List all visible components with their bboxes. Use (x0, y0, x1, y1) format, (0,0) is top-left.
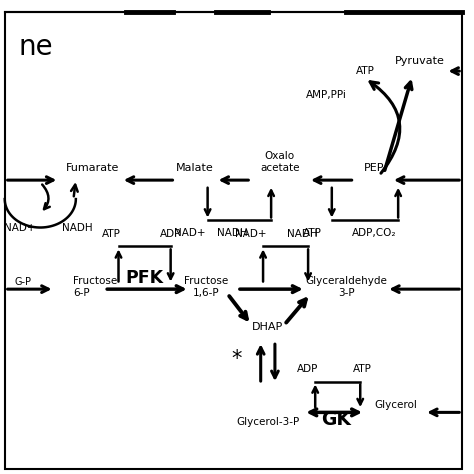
Text: NADH: NADH (287, 229, 318, 239)
Text: ADP,CO₂: ADP,CO₂ (352, 228, 397, 237)
Text: *: * (232, 349, 242, 369)
Text: NAD+: NAD+ (4, 223, 36, 233)
Text: PEP: PEP (364, 163, 385, 173)
Text: NADH: NADH (217, 228, 247, 237)
FancyBboxPatch shape (5, 12, 462, 469)
Text: ADP: ADP (160, 229, 182, 239)
Text: DHAP: DHAP (252, 322, 283, 332)
Text: ATP: ATP (356, 66, 374, 76)
Text: Glycerol: Glycerol (374, 400, 417, 410)
Text: ne: ne (19, 33, 54, 62)
Text: Fumarate: Fumarate (66, 163, 119, 173)
Text: Fructose
6-P: Fructose 6-P (73, 276, 118, 298)
Text: ATP: ATP (102, 229, 121, 239)
Text: NAD+: NAD+ (235, 229, 266, 239)
Text: NADH: NADH (62, 223, 92, 233)
Text: PFK: PFK (126, 269, 164, 287)
Text: Glycerol-3-P: Glycerol-3-P (236, 417, 300, 427)
Text: Oxalo
acetate: Oxalo acetate (260, 151, 300, 173)
Text: GK: GK (321, 410, 352, 429)
Text: ATP: ATP (353, 365, 372, 374)
Text: Malate: Malate (175, 163, 213, 173)
Text: AMP,PPi: AMP,PPi (306, 90, 346, 100)
Text: NAD+: NAD+ (174, 228, 205, 237)
Text: ATP: ATP (303, 228, 322, 237)
Text: ADP: ADP (297, 365, 319, 374)
Text: Glyceraldehyde
3-P: Glyceraldehyde 3-P (305, 276, 387, 298)
Text: Fructose
1,6-P: Fructose 1,6-P (184, 276, 228, 298)
Text: G-P: G-P (14, 277, 31, 287)
Text: Pyruvate: Pyruvate (394, 56, 445, 66)
